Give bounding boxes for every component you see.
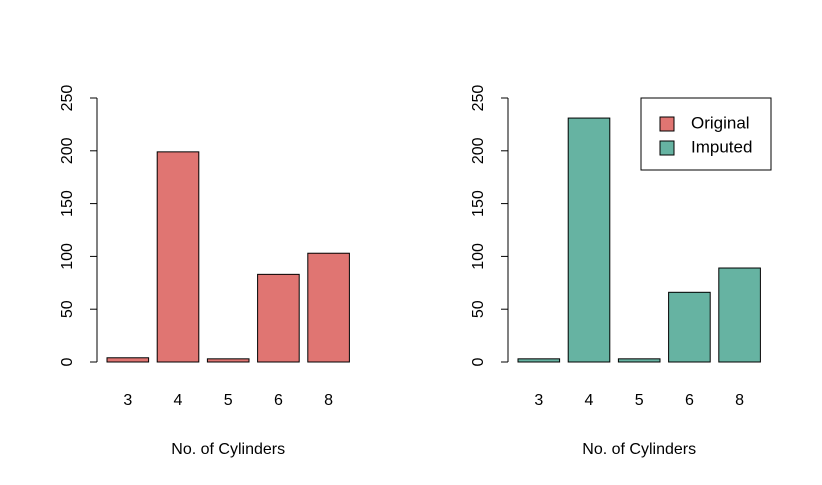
bar — [307, 252, 350, 363]
bar — [567, 117, 611, 363]
x-category-label: 3 — [534, 392, 543, 409]
legend-swatch — [659, 140, 675, 156]
bar — [617, 358, 661, 363]
bar — [206, 358, 250, 363]
bar — [106, 357, 150, 363]
legend-label: Imputed — [691, 137, 752, 156]
y-tick-label: 200 — [59, 137, 76, 164]
y-tick-label: 0 — [59, 357, 76, 366]
chart-panel-imputed: 0 50 100 150 200 250 3 4 5 6 8 No. of Cylinders Orig… — [470, 85, 772, 458]
legend-label: Original — [691, 113, 750, 132]
x-category-label: 8 — [324, 392, 333, 409]
x-category-label: 5 — [635, 392, 644, 409]
x-category-label: 5 — [224, 392, 233, 409]
y-tick-label: 50 — [59, 300, 76, 318]
y-tick-label: 0 — [470, 357, 487, 366]
x-category-label: 8 — [735, 392, 744, 409]
legend-swatch — [659, 116, 675, 132]
y-tick-label: 150 — [59, 190, 76, 217]
y-tick-label: 250 — [59, 85, 76, 112]
bar — [718, 267, 761, 363]
x-category-label: 4 — [585, 392, 594, 409]
x-category-label: 6 — [274, 392, 283, 409]
y-tick-label: 100 — [470, 243, 487, 270]
x-category-label: 6 — [685, 392, 694, 409]
bar — [517, 358, 561, 363]
legend-box — [640, 97, 772, 171]
y-tick-label: 50 — [470, 300, 487, 318]
y-tick-label: 250 — [470, 85, 487, 112]
x-axis-title: No. of Cylinders — [582, 441, 696, 458]
legend: Original Imputed — [640, 97, 772, 171]
bar — [668, 291, 711, 363]
chart-panel-original: 0 50 100 150 200 250 3 4 5 6 8 No. of Cylinders — [59, 85, 350, 458]
bar — [257, 273, 300, 363]
x-axis-title: No. of Cylinders — [171, 441, 285, 458]
y-tick-label: 150 — [470, 190, 487, 217]
y-tick-label: 200 — [470, 137, 487, 164]
bar — [156, 151, 200, 363]
x-category-label: 3 — [123, 392, 132, 409]
x-category-label: 4 — [174, 392, 183, 409]
y-tick-label: 100 — [59, 243, 76, 270]
